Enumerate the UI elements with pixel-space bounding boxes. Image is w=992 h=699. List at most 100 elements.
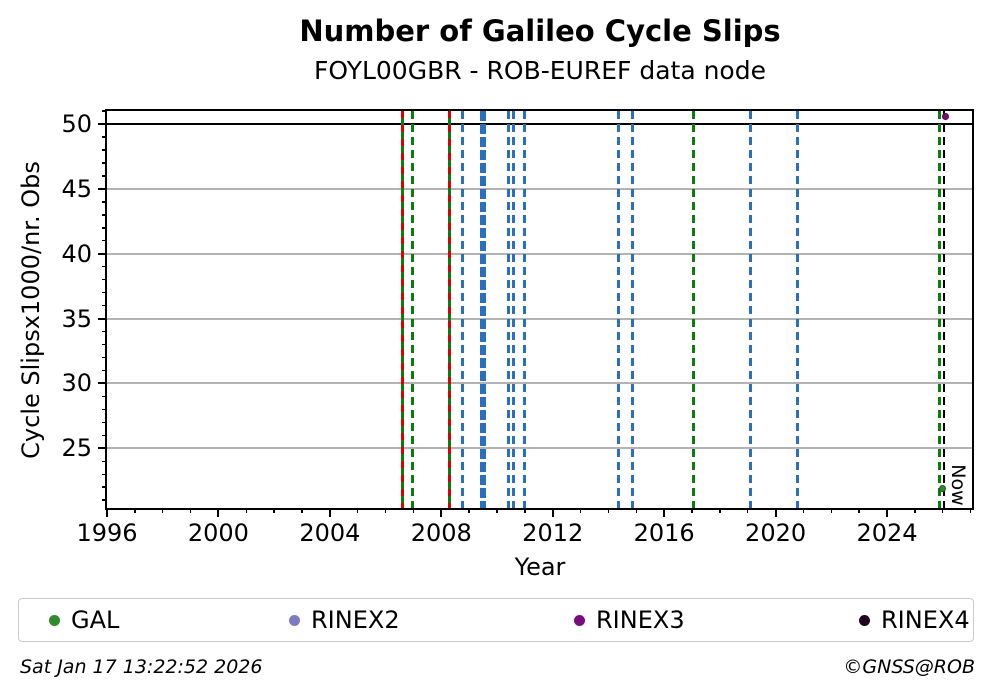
y-minor-tick: [102, 239, 107, 242]
y-tick-label: 45: [61, 174, 92, 203]
y-tick-label: 30: [61, 369, 92, 398]
event-line: [506, 111, 510, 508]
y-minor-tick: [102, 356, 107, 359]
y-minor-tick: [102, 175, 107, 177]
y-minor-tick: [102, 110, 107, 112]
y-minor-tick: [102, 421, 107, 424]
y-minor-tick: [102, 227, 107, 229]
x-tick-label: 2000: [187, 519, 249, 547]
y-axis-label: Cycle Slipsx1000/nr. Obs: [17, 161, 45, 459]
y-tick-label: 35: [61, 304, 92, 333]
event-line: [512, 111, 516, 508]
x-minor-tick: [607, 508, 610, 513]
y-minor-tick: [102, 343, 107, 346]
plot-area: [107, 111, 972, 508]
legend-label: RINEX2: [311, 606, 400, 634]
y-tick-label: 50: [61, 109, 92, 138]
x-tick: [886, 508, 889, 517]
data-line-y50: [107, 122, 972, 125]
now-label: Now: [947, 464, 969, 506]
gridline: [107, 447, 972, 450]
x-minor-tick: [189, 508, 192, 513]
event-line: [796, 111, 800, 508]
y-minor-tick: [102, 214, 107, 216]
y-minor-tick: [102, 278, 107, 281]
y-minor-tick: [102, 473, 107, 476]
timestamp: Sat Jan 17 13:22:52 2026: [20, 656, 263, 678]
x-tick: [217, 508, 220, 517]
x-tick-label: 2004: [299, 519, 361, 547]
y-minor-tick: [102, 499, 107, 501]
chart-subtitle: FOYL00GBR - ROB-EUREF data node: [314, 56, 766, 85]
event-line: [616, 111, 620, 508]
x-minor-tick: [858, 508, 860, 513]
x-tick: [328, 508, 331, 517]
y-minor-tick: [102, 304, 107, 307]
x-minor-tick: [524, 508, 526, 513]
y-minor-tick: [102, 136, 107, 138]
event-line: [448, 111, 452, 508]
gridline: [107, 317, 972, 320]
x-minor-tick: [496, 508, 498, 513]
event-line: [480, 111, 487, 508]
x-minor-tick: [802, 508, 805, 513]
gridline: [107, 382, 972, 385]
x-minor-tick: [134, 508, 136, 513]
x-minor-tick: [830, 508, 833, 513]
x-minor-tick: [356, 508, 359, 513]
y-tick: [98, 187, 107, 190]
legend-label: GAL: [71, 606, 120, 634]
x-minor-tick: [691, 508, 693, 513]
x-minor-tick: [746, 508, 749, 513]
event-line: [523, 111, 527, 508]
x-tick: [663, 508, 666, 517]
x-minor-tick: [468, 508, 470, 513]
data-point-rinex3: [942, 113, 950, 121]
y-tick: [98, 317, 107, 320]
x-tick-label: 2016: [633, 519, 695, 547]
x-minor-tick: [161, 508, 164, 513]
event-line: [410, 111, 414, 508]
chart-title: Number of Galileo Cycle Slips: [299, 14, 781, 48]
legend-label: RINEX4: [881, 606, 970, 634]
x-tick-label: 2020: [745, 519, 807, 547]
legend-marker-icon: [289, 614, 300, 626]
legend: GAL RINEX2 RINEX3 RINEX4: [18, 598, 974, 642]
y-minor-tick: [102, 395, 107, 398]
event-line: [937, 111, 941, 508]
legend-marker-icon: [574, 614, 585, 626]
now-line: [942, 111, 946, 508]
y-minor-tick: [102, 265, 107, 268]
x-tick: [774, 508, 777, 517]
y-minor-tick: [102, 149, 107, 151]
legend-marker-icon: [49, 614, 60, 626]
x-minor-tick: [635, 508, 638, 513]
y-tick: [98, 447, 107, 450]
y-minor-tick: [102, 330, 107, 333]
y-minor-tick: [102, 162, 107, 164]
x-minor-tick: [384, 508, 387, 513]
y-tick: [98, 252, 107, 255]
y-tick: [98, 122, 107, 125]
event-line: [749, 111, 753, 508]
legend-item-rinex4: RINEX4: [859, 599, 970, 641]
x-minor-tick: [719, 508, 721, 513]
plot-frame: [105, 109, 974, 510]
event-line: [691, 111, 695, 508]
x-tick-label: 2024: [856, 519, 918, 547]
x-minor-tick: [301, 508, 303, 513]
legend-label: RINEX3: [596, 606, 685, 634]
y-minor-tick: [102, 291, 107, 294]
legend-item-rinex3: RINEX3: [574, 599, 685, 641]
gridline: [107, 187, 972, 190]
event-line: [630, 111, 634, 508]
x-minor-tick: [579, 508, 582, 513]
x-tick-label: 1996: [76, 519, 138, 547]
y-tick: [98, 382, 107, 385]
x-tick: [551, 508, 554, 517]
x-tick-label: 2012: [522, 519, 584, 547]
y-minor-tick: [102, 486, 107, 488]
x-minor-tick: [245, 508, 248, 513]
y-minor-tick: [102, 434, 107, 437]
